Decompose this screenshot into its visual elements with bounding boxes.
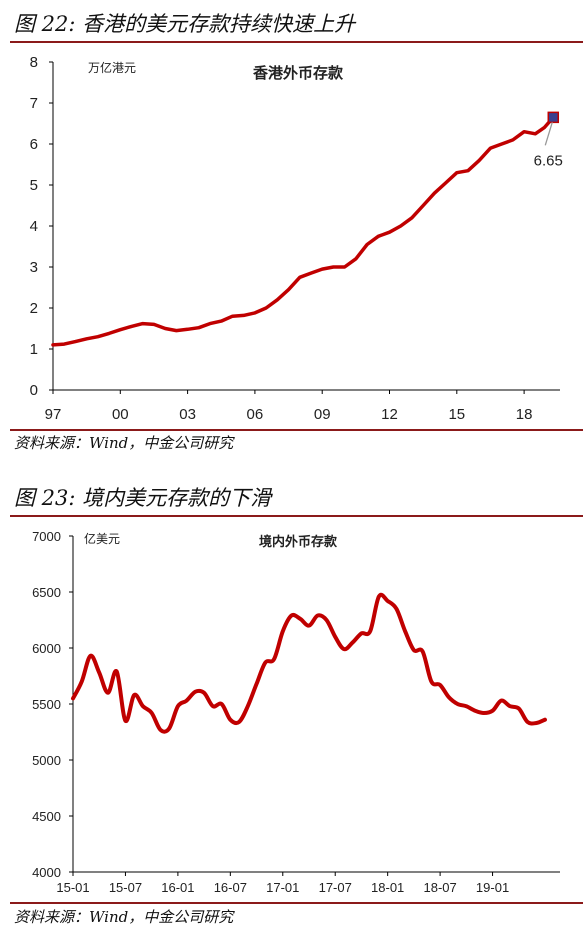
onshore-deposit-line xyxy=(71,592,547,734)
y-tick-label: 4000 xyxy=(32,865,61,880)
y-tick-label: 4500 xyxy=(32,809,61,824)
figure-22-title-rule xyxy=(10,41,583,43)
series xyxy=(51,115,556,347)
y-tick-label: 1 xyxy=(30,341,38,358)
y-tick-label: 8 xyxy=(30,54,38,71)
y-tick-label: 5500 xyxy=(32,697,61,712)
axes xyxy=(69,535,560,876)
chart-title: 境内外币存款 xyxy=(259,534,338,550)
y-tick-label: 2 xyxy=(30,300,38,317)
x-tick-label: 06 xyxy=(247,406,264,423)
x-tick-label: 15-01 xyxy=(56,880,89,895)
y-tick-label: 0 xyxy=(30,382,38,399)
last-value-label: 6.65 xyxy=(534,152,563,169)
x-tick-label: 09 xyxy=(314,406,331,423)
y-tick-label: 3 xyxy=(30,259,38,276)
figure-23-source: 资料来源：Wind，中金公司研究 xyxy=(14,908,234,926)
y-tick-label: 6 xyxy=(30,136,38,153)
y-axis-unit-label: 亿美元 xyxy=(84,531,120,546)
x-tick-label: 17-01 xyxy=(266,880,299,895)
axes xyxy=(49,61,560,394)
x-tick-label: 16-07 xyxy=(214,880,247,895)
x-tick-label: 12 xyxy=(381,406,398,423)
x-tick-label: 97 xyxy=(45,406,62,423)
figure-23-title-rule xyxy=(10,515,583,517)
series xyxy=(71,592,547,734)
y-tick-label: 5 xyxy=(30,177,38,194)
y-tick-label: 5000 xyxy=(32,753,61,768)
y-tick-label: 6000 xyxy=(32,641,61,656)
x-tick-label: 18-01 xyxy=(371,880,404,895)
x-tick-label: 15-07 xyxy=(109,880,142,895)
y-tick-label: 6500 xyxy=(32,585,61,600)
x-tick-label: 19-01 xyxy=(476,880,509,895)
y-tick-label: 4 xyxy=(30,218,38,235)
tick-labels: 4000 4500 5000 5500 6000 6500 7000 15-01 15-07 16… xyxy=(32,529,509,895)
onshore-deposit-chart: 境内外币存款 亿美元 4000 4500 5000 5500 6000 6500 7000 1… xyxy=(32,529,560,895)
y-axis-unit-label: 万亿港元 xyxy=(88,60,136,75)
figure-23-title: 图 23: 境内美元存款的下滑 xyxy=(14,486,272,510)
figure-22-title: 图 22: 香港的美元存款持续快速上升 xyxy=(14,12,356,36)
x-tick-label: 00 xyxy=(112,406,129,423)
last-value-marker xyxy=(547,111,560,124)
annotation-leader-line xyxy=(544,122,553,146)
annotations: 6.65 xyxy=(534,111,563,169)
x-tick-label: 17-07 xyxy=(319,880,352,895)
hk-deposit-line xyxy=(51,115,556,347)
x-tick-label: 15 xyxy=(448,406,465,423)
figure-22-source: 资料来源：Wind，中金公司研究 xyxy=(14,434,234,452)
x-tick-label: 18 xyxy=(516,406,533,423)
y-tick-label: 7 xyxy=(30,95,38,112)
y-tick-label: 7000 xyxy=(32,529,61,544)
chart-title: 香港外币存款 xyxy=(253,64,344,82)
x-tick-label: 16-01 xyxy=(161,880,194,895)
figure-23-source-rule xyxy=(10,902,583,904)
x-tick-label: 03 xyxy=(179,406,196,423)
figure-22-source-rule xyxy=(10,429,583,431)
x-tick-label: 18-07 xyxy=(423,880,456,895)
